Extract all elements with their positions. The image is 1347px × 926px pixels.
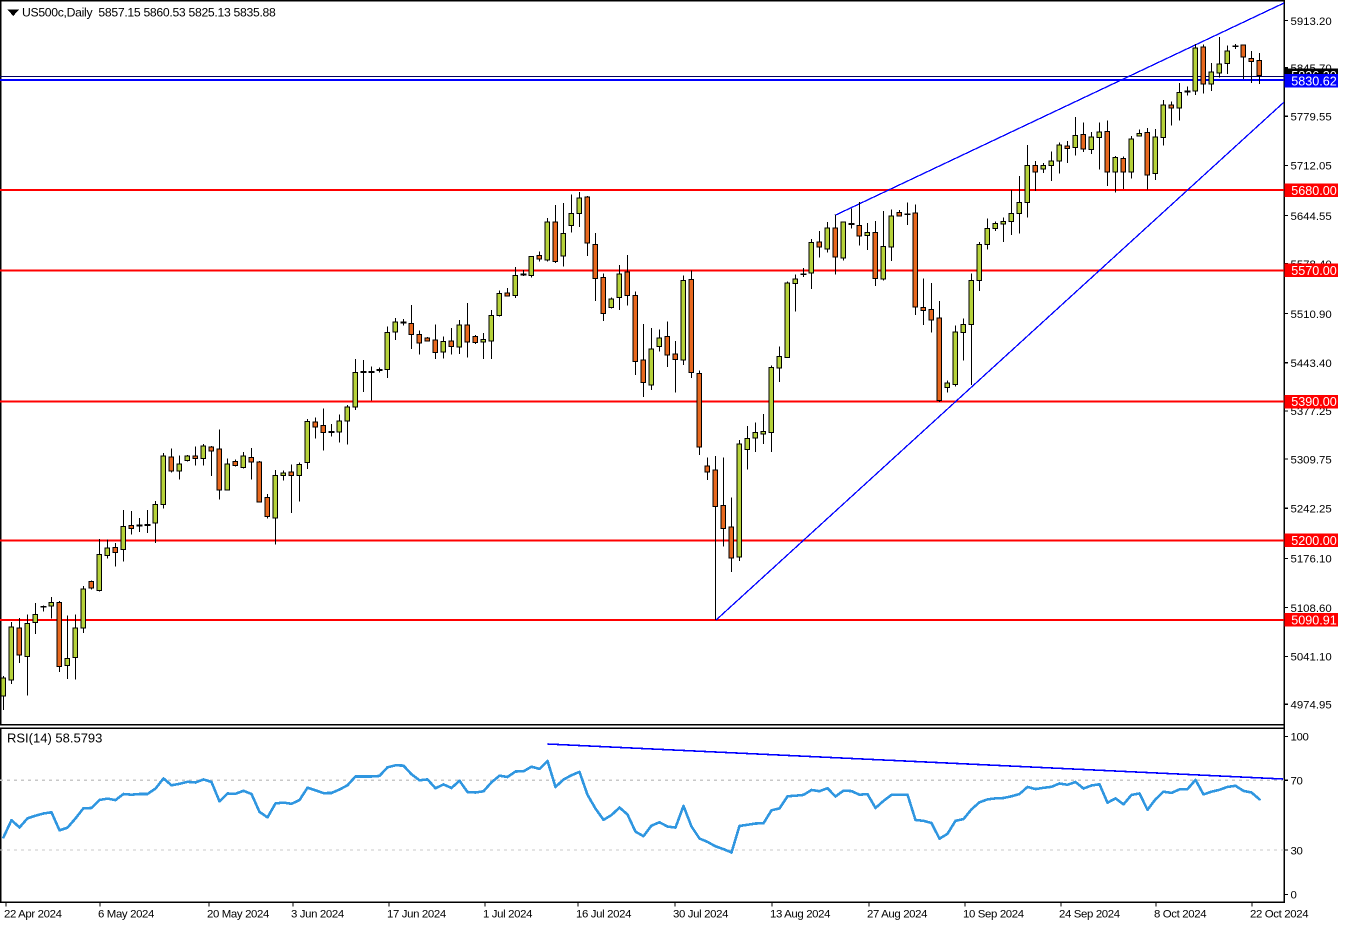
svg-text:5377.25: 5377.25: [1291, 406, 1332, 418]
svg-text:5644.55: 5644.55: [1291, 211, 1332, 223]
svg-text:5242.25: 5242.25: [1291, 504, 1332, 516]
svg-text:8 Oct 2024: 8 Oct 2024: [1154, 909, 1206, 921]
svg-text:US500c,Daily 5857.15 5860.53: US500c,Daily 5857.15 5860.53 5825.13 583…: [22, 6, 276, 20]
svg-text:5108.60: 5108.60: [1291, 603, 1332, 615]
svg-text:22 Oct 2024: 22 Oct 2024: [1250, 909, 1308, 921]
svg-text:5390.00: 5390.00: [1291, 395, 1337, 409]
svg-text:24 Sep 2024: 24 Sep 2024: [1059, 909, 1120, 921]
svg-text:70: 70: [1291, 776, 1303, 788]
svg-text:RSI(14) 58.5793: RSI(14) 58.5793: [7, 731, 102, 746]
svg-text:13 Aug 2024: 13 Aug 2024: [770, 909, 830, 921]
svg-text:22 Apr 2024: 22 Apr 2024: [4, 909, 62, 921]
svg-text:5510.90: 5510.90: [1291, 309, 1332, 321]
svg-text:16 Jul 2024: 16 Jul 2024: [576, 909, 631, 921]
svg-text:6 May 2024: 6 May 2024: [98, 909, 154, 921]
svg-text:17 Jun 2024: 17 Jun 2024: [387, 909, 446, 921]
svg-text:0: 0: [1291, 890, 1297, 902]
svg-text:5309.75: 5309.75: [1291, 454, 1332, 466]
svg-text:30 Jul 2024: 30 Jul 2024: [673, 909, 728, 921]
svg-text:5830.62: 5830.62: [1291, 74, 1337, 88]
svg-text:5779.55: 5779.55: [1291, 112, 1332, 124]
svg-text:30: 30: [1291, 845, 1303, 857]
svg-text:5176.10: 5176.10: [1291, 554, 1332, 566]
svg-text:5712.05: 5712.05: [1291, 161, 1332, 173]
svg-text:10 Sep 2024: 10 Sep 2024: [963, 909, 1024, 921]
svg-text:5570.00: 5570.00: [1291, 264, 1337, 278]
svg-text:1 Jul 2024: 1 Jul 2024: [483, 909, 532, 921]
svg-text:5090.91: 5090.91: [1291, 613, 1337, 627]
svg-text:5443.40: 5443.40: [1291, 358, 1332, 370]
svg-text:4974.95: 4974.95: [1291, 700, 1332, 712]
svg-text:5200.00: 5200.00: [1291, 534, 1337, 548]
svg-text:5680.00: 5680.00: [1291, 184, 1337, 198]
svg-text:5913.20: 5913.20: [1291, 16, 1332, 28]
svg-text:100: 100: [1291, 732, 1309, 744]
svg-text:5041.10: 5041.10: [1291, 652, 1332, 664]
svg-text:3 Jun 2024: 3 Jun 2024: [291, 909, 344, 921]
svg-text:20 May 2024: 20 May 2024: [207, 909, 269, 921]
svg-text:27 Aug 2024: 27 Aug 2024: [867, 909, 927, 921]
